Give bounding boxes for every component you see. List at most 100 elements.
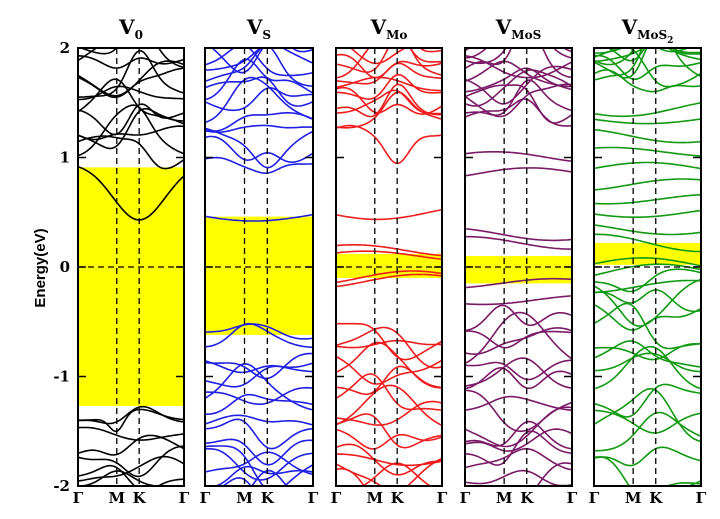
valence-band xyxy=(78,470,160,486)
conduction-band xyxy=(205,135,313,164)
valence-band xyxy=(205,352,313,380)
valence-band xyxy=(78,508,184,514)
k-point-label: Γ xyxy=(696,489,707,507)
k-point-label: Γ xyxy=(437,489,448,507)
panel-title: VMoS xyxy=(495,15,541,42)
k-point-label: K xyxy=(261,489,275,507)
valence-band xyxy=(594,340,701,368)
valence-band xyxy=(205,418,313,450)
defect-band xyxy=(465,277,572,289)
valence-band xyxy=(78,434,184,456)
valence-band xyxy=(594,352,701,373)
valence-band xyxy=(205,360,313,374)
valence-band xyxy=(336,400,442,426)
valence-band xyxy=(594,409,701,434)
valence-band xyxy=(336,468,366,486)
valence-band xyxy=(465,304,572,332)
valence-band xyxy=(78,445,184,478)
valence-band xyxy=(78,405,184,425)
panel-title: VS xyxy=(246,15,271,42)
valence-band xyxy=(465,420,572,450)
valence-band xyxy=(594,456,701,486)
conduction-band xyxy=(465,60,572,88)
valence-band xyxy=(336,365,442,396)
y-tick-label: 2 xyxy=(60,39,70,57)
panel-title-subscript: Mo xyxy=(386,28,407,42)
valence-band xyxy=(336,443,442,476)
valence-band xyxy=(221,476,252,486)
valence-band xyxy=(465,395,572,412)
conduction-band xyxy=(78,165,184,221)
conduction-band xyxy=(78,135,184,170)
valence-band xyxy=(205,322,313,349)
defect-band xyxy=(594,224,701,236)
conduction-band xyxy=(336,89,442,115)
conduction-band xyxy=(205,48,313,77)
k-point-label: Γ xyxy=(308,489,319,507)
conduction-band xyxy=(291,48,313,53)
valence-band xyxy=(594,268,701,293)
panel-v0: Γ M K Γ V0 xyxy=(73,15,190,514)
valence-band xyxy=(336,384,442,427)
conduction-band xyxy=(465,79,572,117)
panel-vs: Γ M K Γ VS xyxy=(200,15,319,515)
defect-band xyxy=(336,250,442,260)
panel-title-main: V xyxy=(246,15,263,39)
conduction-band xyxy=(594,48,701,79)
valence-band xyxy=(336,495,442,519)
valence-band xyxy=(142,485,150,486)
defect-band xyxy=(594,102,701,118)
valence-band xyxy=(205,488,313,515)
conduction-band xyxy=(336,53,442,79)
conduction-band xyxy=(78,55,184,69)
panel-title-main: V xyxy=(370,15,387,39)
k-point-label: Γ xyxy=(460,489,471,507)
valence-band xyxy=(465,330,572,349)
conduction-band xyxy=(205,76,313,107)
panel-vmos2: Γ M K Γ VMoS2 xyxy=(589,15,707,507)
valence-band xyxy=(465,366,572,390)
conduction-band xyxy=(78,104,184,157)
conduction-band xyxy=(594,48,701,54)
valence-band xyxy=(594,490,701,501)
band-gap-shading xyxy=(78,167,184,407)
k-point-label: M xyxy=(108,489,125,507)
valence-band xyxy=(465,448,572,471)
valence-band xyxy=(205,323,313,340)
valence-band xyxy=(205,363,313,411)
valence-band xyxy=(205,438,313,466)
valence-band xyxy=(361,462,432,486)
defect-band xyxy=(336,273,442,288)
conduction-band xyxy=(205,156,313,175)
valence-band xyxy=(336,453,442,467)
defect-band xyxy=(594,118,701,125)
valence-band xyxy=(465,327,572,356)
conduction-band xyxy=(205,48,313,87)
k-point-label: Γ xyxy=(589,489,600,507)
k-point-label: K xyxy=(133,489,147,507)
defect-band xyxy=(594,257,701,267)
k-point-label: M xyxy=(366,489,383,507)
k-point-label: Γ xyxy=(331,489,342,507)
panel-title-main: V xyxy=(495,15,512,39)
panel-title-subscript: S xyxy=(262,28,271,42)
valence-band xyxy=(205,445,313,486)
defect-band xyxy=(594,128,701,144)
valence-band xyxy=(78,426,184,441)
conduction-band xyxy=(336,86,442,115)
conduction-band xyxy=(465,69,572,107)
valence-band xyxy=(336,428,442,450)
valence-band xyxy=(336,326,442,369)
conduction-band xyxy=(79,48,118,55)
k-point-label: K xyxy=(520,489,534,507)
conduction-band xyxy=(205,112,313,132)
conduction-band xyxy=(465,48,572,59)
conduction-band xyxy=(211,48,264,74)
k-point-label: Γ xyxy=(200,489,211,507)
valence-band xyxy=(594,303,701,331)
defect-band xyxy=(336,208,442,221)
panel-title-subscript: MoS xyxy=(511,28,541,42)
defect-band xyxy=(594,263,701,277)
defect-band xyxy=(594,233,701,253)
